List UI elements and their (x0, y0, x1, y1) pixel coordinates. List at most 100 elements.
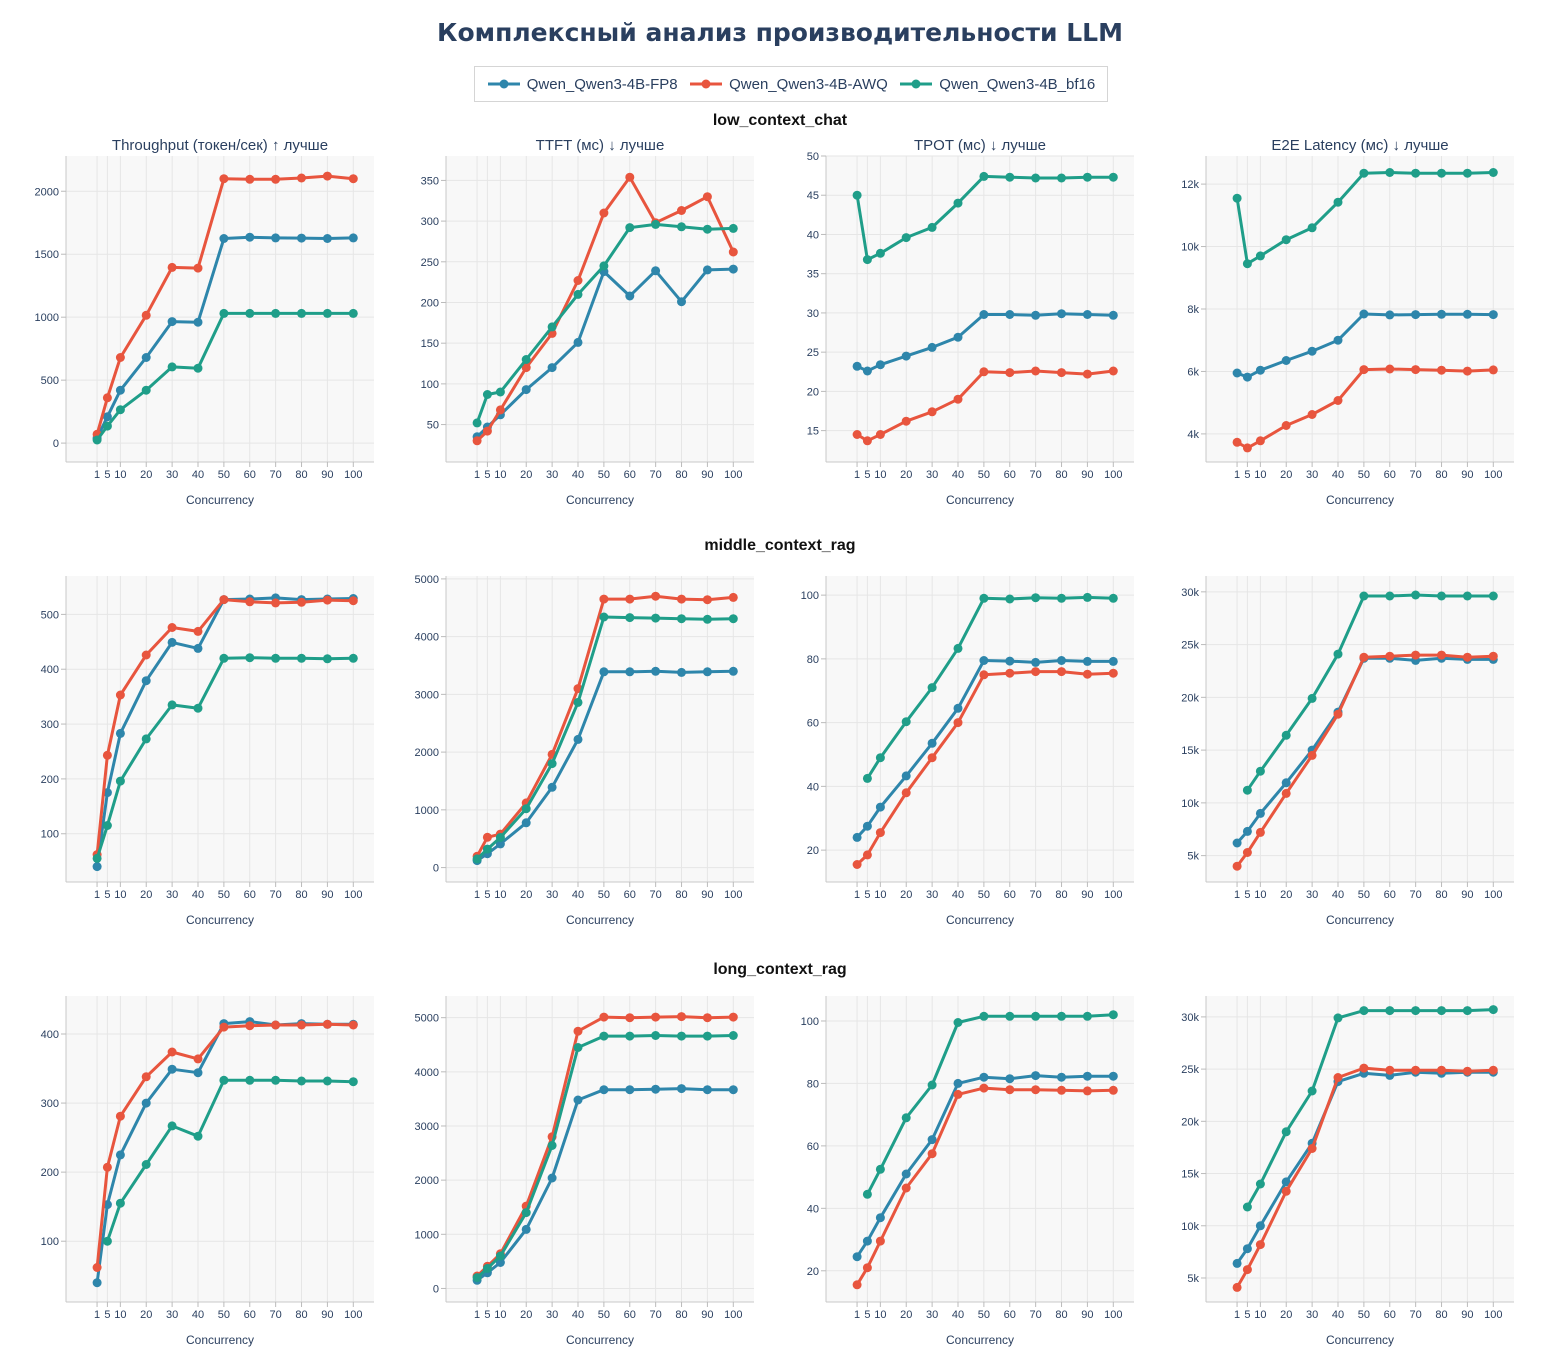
x-tick-label: 70 (1030, 1309, 1042, 1321)
legend-item-fp8[interactable]: Qwen_Qwen3-4B-FP8 (487, 76, 678, 93)
y-tick-label: 150 (421, 338, 439, 350)
data-point (1005, 1074, 1015, 1084)
x-axis-title: Concurrency (186, 493, 254, 507)
data-point (852, 361, 862, 371)
data-point (1242, 259, 1252, 269)
x-tick-label: 20 (520, 469, 532, 481)
data-point (1057, 173, 1066, 183)
x-tick-label: 100 (344, 1309, 362, 1321)
data-point (862, 773, 872, 783)
data-point (901, 1169, 911, 1179)
x-tick-label: 10 (114, 1309, 126, 1321)
data-point (862, 1263, 872, 1273)
data-point (1108, 172, 1118, 182)
y-tick-label: 1000 (35, 312, 59, 324)
x-tick-label: 5 (864, 1309, 870, 1321)
data-point (862, 255, 872, 265)
data-point (1385, 364, 1395, 374)
x-tick-label: 20 (520, 1309, 532, 1321)
data-point (1462, 168, 1472, 178)
data-point (1242, 443, 1252, 453)
subplot-title: TTFT (мс) ↓ лучше (536, 137, 665, 154)
data-point (702, 1085, 712, 1095)
data-point (573, 1026, 583, 1036)
y-tick-label: 2000 (35, 186, 59, 198)
y-tick-label: 200 (421, 297, 439, 309)
data-point (1488, 365, 1498, 375)
data-point (495, 1251, 505, 1261)
data-point (1108, 310, 1118, 320)
x-tick-label: 50 (598, 469, 610, 481)
x-tick-label: 70 (1030, 889, 1042, 901)
data-point (702, 614, 712, 624)
data-point (625, 172, 635, 182)
legend-line-icon (690, 79, 723, 89)
data-point (1031, 366, 1041, 376)
data-point (1057, 309, 1066, 319)
data-point (1385, 1065, 1395, 1075)
subplot-title: Throughput (токен/сек) ↑ лучше (112, 137, 328, 154)
y-tick-label: 25 (807, 347, 819, 359)
x-axis-title: Concurrency (566, 913, 634, 927)
data-point (651, 1012, 661, 1022)
data-point (979, 310, 989, 319)
data-point (297, 1076, 306, 1086)
x-axis-title: Concurrency (186, 913, 254, 927)
data-point (482, 832, 492, 842)
data-point (1333, 649, 1343, 659)
legend: Qwen_Qwen3-4B-FP8 Qwen_Qwen3-4B-AWQ Qwen… (474, 66, 1108, 102)
data-point (728, 614, 738, 624)
subplot-1-2: 1 5 10 20 30 40 50 60 70 80 90 100 20 40 60 80 100 Concur… (801, 576, 1134, 927)
data-point (1108, 668, 1118, 678)
data-point (1437, 309, 1446, 319)
data-point (348, 1077, 358, 1087)
data-point (322, 1076, 332, 1086)
data-point (852, 1252, 862, 1262)
x-tick-label: 80 (295, 1309, 307, 1321)
subplot-title: TPOT (мс) ↓ лучше (914, 137, 1046, 154)
data-point (953, 198, 963, 208)
data-point (1385, 651, 1395, 661)
data-point (1437, 650, 1446, 660)
legend-item-awq[interactable]: Qwen_Qwen3-4B-AWQ (689, 76, 888, 93)
data-point (1031, 173, 1041, 183)
data-point (702, 265, 712, 275)
x-tick-label: 90 (701, 1309, 713, 1321)
data-point (852, 430, 862, 439)
y-tick-label: 100 (41, 1236, 59, 1248)
x-tick-label: 30 (166, 469, 178, 481)
x-tick-label: 5 (1244, 889, 1250, 901)
data-point (1057, 1085, 1066, 1095)
data-point (728, 264, 738, 274)
data-point (677, 206, 686, 215)
y-tick-label: 500 (41, 375, 59, 387)
data-point (1057, 1011, 1066, 1021)
x-tick-label: 50 (978, 469, 990, 481)
data-point (547, 1173, 557, 1183)
data-point (1385, 591, 1395, 601)
y-tick-label: 6k (1187, 366, 1199, 378)
x-tick-label: 10 (114, 469, 126, 481)
x-tick-label: 60 (1004, 889, 1016, 901)
y-tick-label: 1000 (415, 1229, 439, 1241)
data-point (1031, 1011, 1041, 1021)
data-point (1255, 251, 1265, 261)
x-tick-label: 70 (650, 889, 662, 901)
data-point (875, 248, 885, 258)
legend-item-bf16[interactable]: Qwen_Qwen3-4B_bf16 (899, 76, 1095, 93)
x-tick-label: 1 (94, 889, 100, 901)
data-point (245, 1021, 255, 1031)
data-point (953, 1078, 963, 1088)
data-point (193, 263, 203, 273)
data-point (1082, 172, 1092, 182)
data-point (1057, 593, 1066, 603)
data-point (599, 1031, 609, 1041)
data-point (1031, 593, 1041, 603)
x-tick-label: 1 (474, 469, 480, 481)
x-tick-label: 5 (864, 469, 870, 481)
x-tick-label: 60 (1004, 469, 1016, 481)
data-point (862, 366, 872, 376)
data-point (1232, 437, 1242, 447)
x-tick-label: 90 (1081, 1309, 1093, 1321)
data-point (92, 853, 102, 863)
